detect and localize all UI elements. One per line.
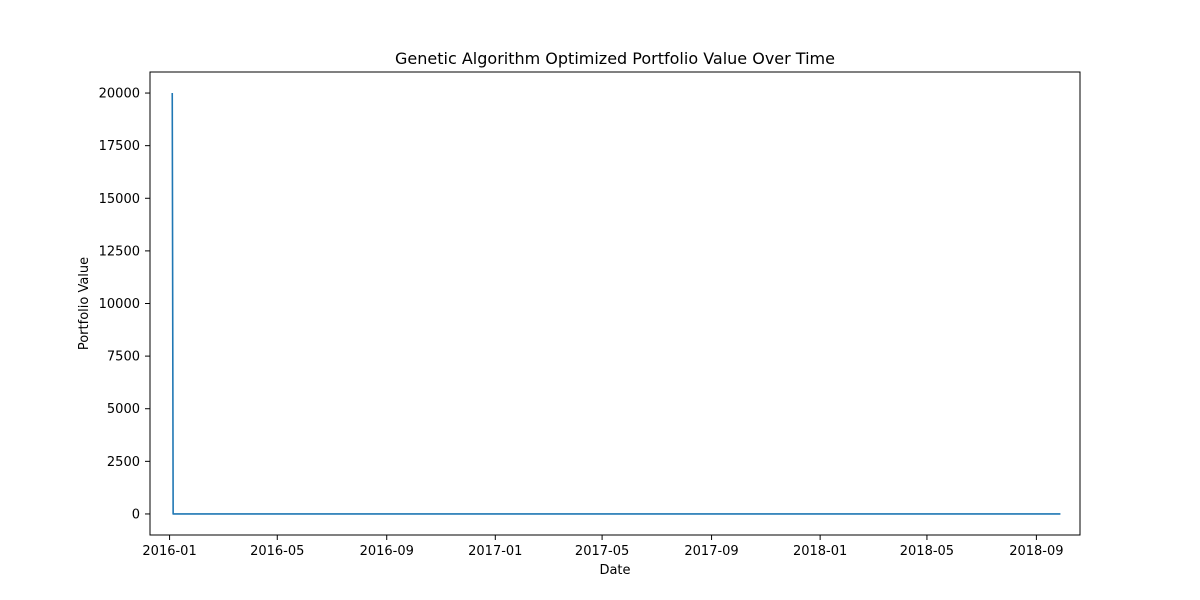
x-tick-label: 2016-05 [250,544,304,559]
series-line-portfolio-value [171,93,1061,515]
x-tick-label: 2017-09 [684,544,738,559]
x-tick-label: 2016-09 [360,544,414,559]
x-tick-label: 2018-09 [1009,544,1063,559]
x-axis-label: Date [599,563,630,578]
y-tick-label: 20000 [99,87,140,102]
y-tick-label: 0 [132,507,140,522]
chart-title: Genetic Algorithm Optimized Portfolio Va… [395,49,835,68]
plot-frame [149,71,1081,536]
y-axis-label: Portfolio Value [77,257,92,350]
y-tick-label: 12500 [99,244,140,259]
y-tick-label: 10000 [99,297,140,312]
y-axis: 0 2500 5000 7500 10000 12500 15000 17500 20000 [99,87,150,522]
x-tick-label: 2017-05 [575,544,629,559]
y-tick-label: 7500 [107,350,140,365]
x-tick-label: 2017-01 [468,544,522,559]
y-tick-label: 15000 [99,192,140,207]
x-tick-label: 2016-01 [142,544,196,559]
y-tick-label: 17500 [99,139,140,154]
y-tick-label: 2500 [107,455,140,470]
y-tick-label: 5000 [107,402,140,417]
x-tick-label: 2018-05 [900,544,954,559]
x-axis: 2016-01 2016-05 2016-09 2017-01 2017-05 2017-… [142,535,1064,559]
series-layer [171,93,1061,515]
x-tick-label: 2018-01 [793,544,847,559]
